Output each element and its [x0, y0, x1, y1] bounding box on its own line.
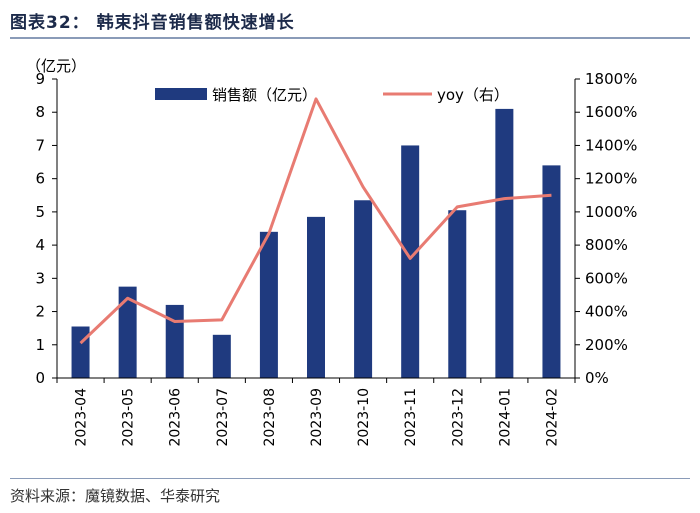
x-tick-label: 2023-04	[74, 388, 90, 447]
figure-title: 图表32： 韩束抖音销售额快速增长	[10, 13, 295, 33]
source-rule	[10, 478, 690, 479]
y-right-tick-label: 200%	[585, 336, 628, 354]
y-right-tick-label: 0%	[585, 369, 609, 387]
y-left-tick-label: 1	[35, 336, 45, 354]
bar-series	[71, 108, 561, 379]
x-tick-label: 2023-09	[309, 388, 325, 447]
bar	[118, 286, 137, 378]
legend-bar-swatch	[155, 88, 207, 100]
bar	[542, 165, 561, 378]
bar	[401, 145, 420, 378]
x-tick-label: 2023-11	[403, 388, 419, 447]
y-right-tick-label: 1000%	[585, 203, 637, 221]
legend-line-label: yoy（右）	[437, 86, 509, 104]
x-tick-label: 2024-01	[497, 388, 513, 447]
bar	[259, 231, 278, 378]
y-right-tick-label: 1200%	[585, 170, 637, 188]
y-left-tick-label: 4	[35, 236, 45, 254]
title-rule	[10, 37, 690, 39]
y-axis-left: 0 1 2 3 4 5 6 7 8 9	[35, 70, 58, 387]
bar	[165, 304, 184, 378]
x-tick-label: 2023-05	[121, 388, 137, 447]
x-tick-label: 2023-07	[215, 388, 231, 447]
bar	[354, 200, 373, 378]
legend-bar-label: 销售额（亿元）	[212, 86, 317, 104]
y-right-tick-label: 1400%	[585, 136, 637, 154]
source-note: 资料来源：魔镜数据、华泰研究	[10, 487, 221, 505]
x-axis: 2023-04 2023-05 2023-06 2023-07 2023-08 2023-…	[56, 377, 576, 447]
line-series	[79, 97, 552, 345]
y-right-tick-label: 1800%	[585, 70, 637, 88]
y-left-tick-label: 5	[35, 203, 45, 221]
y-right-tick-label: 400%	[585, 303, 628, 321]
bar	[212, 334, 231, 378]
y-right-tick-label: 600%	[585, 269, 628, 287]
x-tick-label: 2023-06	[168, 388, 184, 447]
y-right-tick-label: 800%	[585, 236, 628, 254]
y-left-tick-label: 0	[35, 369, 45, 387]
y-left-tick-label: 2	[35, 303, 45, 321]
x-tick-label: 2023-08	[262, 388, 278, 447]
bar	[307, 216, 325, 378]
legend: 销售额（亿元） yoy（右）	[155, 86, 509, 104]
y-left-tick-label: 8	[35, 103, 45, 121]
bar	[448, 210, 467, 378]
chart: 0 1 2 3 4 5 6 7 8 9 0% 200% 400% 600% 800% 1000% 1200% 1…	[26, 57, 637, 447]
yoy-line	[79, 97, 552, 345]
x-tick-label: 2023-10	[356, 388, 372, 447]
x-tick-label: 2023-12	[450, 388, 466, 447]
y-axis-right: 0% 200% 400% 600% 800% 1000% 1200% 1400% 1600% 18…	[574, 70, 637, 387]
y-left-tick-label: 9	[35, 70, 45, 88]
y-left-tick-label: 6	[35, 170, 45, 188]
y-left-unit-label: （亿元）	[26, 57, 86, 75]
x-tick-label: 2024-02	[544, 388, 560, 447]
bar	[71, 326, 90, 378]
bar	[495, 108, 514, 379]
y-left-tick-label: 7	[35, 136, 45, 154]
y-right-tick-label: 1600%	[585, 103, 637, 121]
y-left-tick-label: 3	[35, 269, 45, 287]
